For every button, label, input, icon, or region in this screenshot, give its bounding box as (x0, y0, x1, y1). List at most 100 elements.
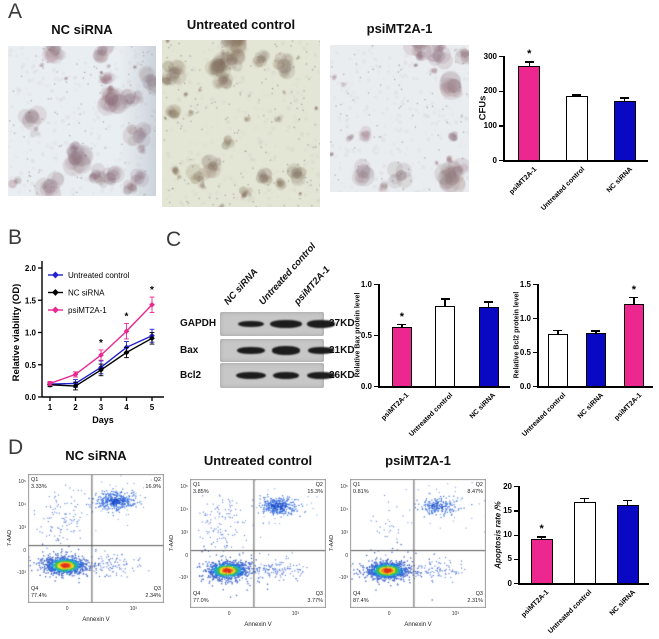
microscopy-image-untreated-control (162, 40, 320, 207)
y-tick-label: 10⁴ (18, 501, 26, 508)
quadrant-label-q4: Q4 77.0% (193, 591, 226, 605)
bar-nc-sirna (478, 307, 499, 387)
y-tick-label: 15 (503, 505, 512, 515)
y-tick (514, 534, 518, 536)
blot-band (306, 320, 336, 328)
quadrant-id: Q3 (315, 591, 323, 597)
flow-scatter-canvas (190, 479, 326, 608)
molecular-weight-label: 37KD (329, 318, 355, 329)
flow-plot-nc-sirna: NC siRNA 7-AAD 10⁵ 10⁴ 10³ 0 -10³ 0 10³ Annexin … (6, 446, 178, 632)
blot-band (235, 371, 267, 380)
y-tick-label: -10³ (179, 575, 188, 582)
y-axis (537, 284, 539, 386)
blot-band (236, 346, 266, 355)
bar-psimt2a-1 (530, 539, 553, 584)
y-tick (533, 318, 537, 320)
flow-title: psiMT2A-1 (385, 453, 451, 468)
svg-text:*: * (99, 338, 103, 349)
micro-title-psimt2a1: psiMT2A-1 (366, 21, 433, 36)
svg-text:2.0: 2.0 (25, 264, 37, 273)
y-tick-label: 10 (503, 530, 512, 539)
quadrant-percent: 3.33% (31, 484, 47, 490)
quadrant-percent: 8.47% (467, 489, 483, 495)
blot-band (272, 371, 300, 380)
micro-title-nc-sirna: NC siRNA (51, 22, 113, 37)
x-tick-label: 10³ (129, 606, 137, 612)
quadrant-id: Q2 (475, 482, 483, 488)
y-axis (518, 486, 520, 583)
bar-untreated-control (573, 502, 596, 584)
category-label: NC siRNA (469, 392, 498, 421)
svg-text:Untreated control: Untreated control (68, 271, 130, 280)
bar-untreated-control (565, 95, 588, 161)
bar-nc-sirna (585, 332, 606, 387)
y-tick-label: 10⁵ (18, 478, 26, 485)
x-tick-label: 0 (65, 606, 69, 612)
y-tick-label: 20 (503, 481, 512, 491)
error-bar-cap (623, 500, 633, 502)
flow-title: Untreated control (203, 453, 313, 468)
y-tick-label: 10⁴ (340, 506, 348, 513)
y-tick-label: 300 (483, 51, 497, 61)
error-bar (444, 298, 446, 307)
apoptosis-bar-chart: Apoptosis rate /% 0 5 10 15 20 * psiMT2A-1 Untre… (490, 470, 655, 639)
quadrant-percent: 87.4% (353, 598, 369, 604)
category-label: Untreated control (407, 392, 455, 439)
blot-column-label: NC siRNA (222, 266, 261, 308)
y-tick (499, 90, 503, 93)
svg-text:4: 4 (124, 403, 129, 412)
category-label: NC siRNA (605, 166, 634, 195)
x-axis-label: Annexin V (244, 622, 272, 628)
quadrant-label-q2: Q2 8.47% (450, 482, 483, 496)
svg-text:1: 1 (48, 403, 53, 412)
y-tick (374, 386, 378, 388)
y-tick-label: 0 (492, 155, 497, 165)
category-label: NC siRNA (576, 392, 605, 421)
error-bar (540, 536, 543, 540)
y-tick-label: 10⁵ (180, 483, 188, 490)
y-tick-label: 10³ (180, 530, 188, 537)
y-tick-label: 100 (483, 120, 497, 130)
significance-asterisk: * (631, 283, 637, 296)
y-tick-label: 0.5 (519, 347, 531, 357)
svg-text:3: 3 (99, 403, 104, 412)
quadrant-id: Q2 (153, 477, 161, 483)
y-tick (533, 386, 537, 388)
error-bar-cap (591, 330, 601, 332)
svg-text:1.0: 1.0 (25, 329, 37, 338)
y-axis (503, 56, 505, 160)
quadrant-label-q4: Q4 87.4% (353, 591, 386, 605)
y-tick-label: 0 (345, 552, 348, 559)
y-tick-label: 0.5 (360, 330, 372, 340)
protein-label: Bax (180, 344, 199, 356)
category-label: NC siRNA (608, 589, 637, 618)
quadrant-id: Q4 (193, 591, 201, 597)
svg-text:*: * (150, 285, 154, 296)
svg-text:*: * (125, 311, 129, 322)
quadrant-id: Q1 (353, 482, 361, 488)
microscopy-image-nc-sirna (8, 46, 156, 196)
bar-nc-sirna (616, 505, 639, 584)
x-axis-label: Annexin V (82, 617, 110, 623)
category-label: psiMT2A-1 (612, 392, 643, 422)
quadrant-id: Q2 (315, 482, 323, 488)
blot-band (307, 347, 335, 354)
y-tick (533, 352, 537, 354)
x-tick-label: 0 (227, 611, 231, 617)
blot-band (307, 371, 335, 380)
y-tick (374, 284, 378, 286)
svg-text:0.0: 0.0 (25, 393, 37, 402)
quadrant-label-q4: Q4 77.4% (31, 586, 64, 600)
svg-text:NC siRNA: NC siRNA (68, 289, 105, 298)
panel-c-label: C (166, 228, 182, 251)
y-tick-label: 10⁵ (340, 483, 348, 490)
category-label: psiMT2A-1 (520, 589, 551, 619)
microscopy-image-psimt2a1 (330, 45, 469, 192)
y-tick-label: 0.0 (519, 381, 531, 391)
quadrant-label-q1: Q1 3.33% (31, 477, 64, 491)
bar-psimt2a-1 (623, 303, 644, 387)
molecular-weight-label: 26KD (329, 369, 355, 381)
x-tick-label: 10³ (291, 611, 299, 617)
category-label: Untreated control (539, 166, 586, 213)
